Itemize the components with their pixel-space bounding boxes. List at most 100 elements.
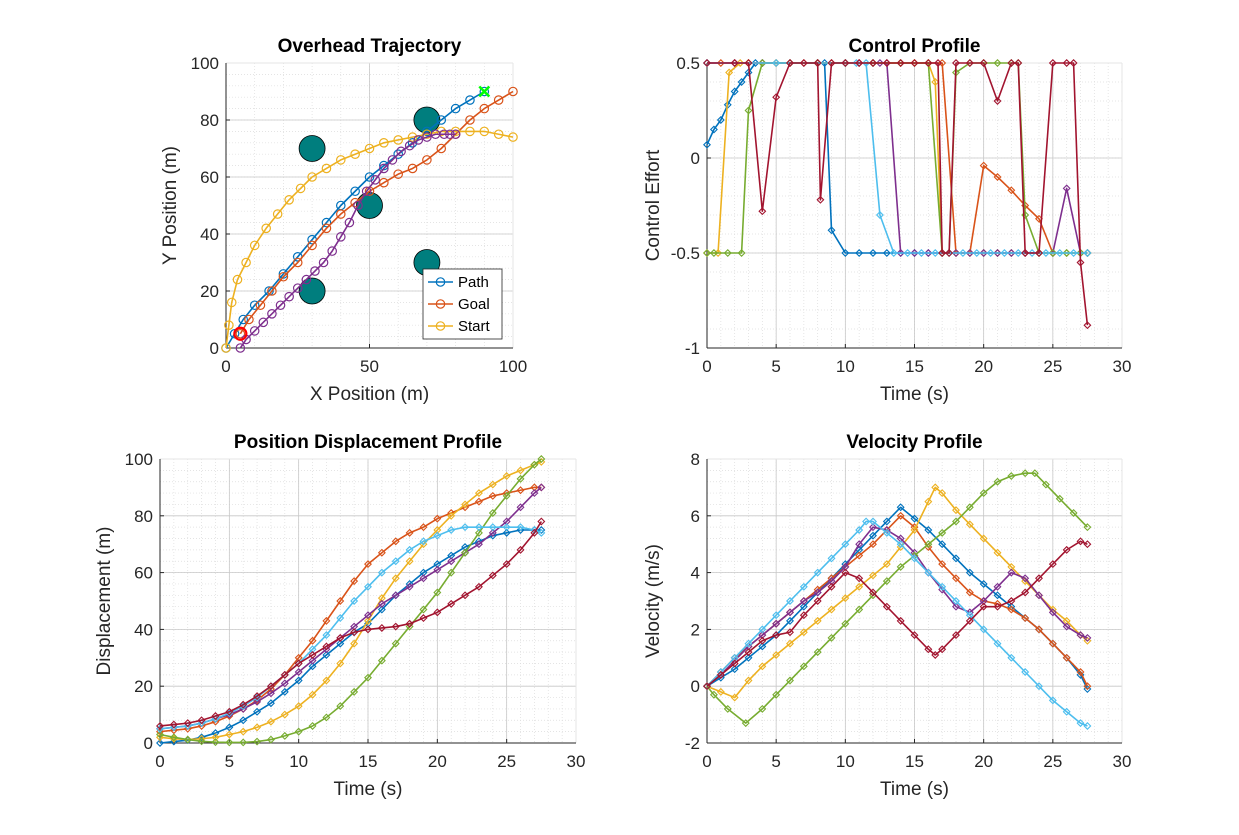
data-point [321, 217, 332, 228]
data-point [965, 568, 974, 577]
data-point [709, 125, 718, 134]
data-point [799, 662, 808, 671]
data-point [221, 343, 231, 353]
data-point [723, 704, 732, 713]
data-point [377, 656, 386, 665]
data-point [253, 723, 262, 732]
data-point [917, 249, 926, 257]
data-point [461, 591, 470, 600]
data-point [744, 653, 753, 662]
x-tick-label: 30 [1113, 357, 1132, 376]
data-point [321, 223, 332, 234]
series-line [159, 458, 542, 744]
data-point [280, 679, 289, 688]
data-point [294, 668, 303, 676]
data-point [239, 700, 248, 709]
data-point [292, 257, 303, 268]
data-point [1007, 249, 1016, 257]
y-tick-label: 0 [144, 734, 153, 753]
data-point [379, 163, 389, 174]
x-tick-label: 10 [289, 752, 308, 771]
data-point [156, 721, 164, 730]
data-point [972, 249, 981, 257]
data-point [1055, 494, 1064, 503]
y-tick-label: -0.5 [671, 244, 700, 263]
data-point [723, 249, 732, 257]
data-point [364, 560, 372, 569]
series-line [159, 521, 543, 727]
data-point [1083, 523, 1092, 532]
data-point [709, 249, 718, 257]
data-point [266, 699, 275, 708]
series-line [159, 461, 542, 741]
data-point [737, 249, 746, 257]
y-tick-label: 0 [210, 339, 219, 358]
data-point [530, 489, 539, 498]
data-point [1035, 591, 1043, 600]
data-point [393, 149, 403, 159]
data-point [758, 704, 767, 713]
data-point [979, 489, 988, 498]
data-point [272, 209, 283, 219]
data-point [716, 687, 725, 696]
data-point [461, 548, 470, 557]
data-point [488, 523, 497, 532]
data-point [979, 602, 988, 611]
data-point [364, 616, 372, 625]
y-tick-label: 20 [200, 282, 219, 301]
data-point [267, 308, 277, 319]
data-point [422, 132, 432, 142]
data-point [744, 639, 753, 648]
data-point [910, 554, 919, 563]
data-point [405, 619, 414, 628]
chart-title: Position Displacement Profile [234, 432, 502, 453]
data-point [280, 670, 289, 679]
data-point [238, 314, 249, 325]
data-point [799, 602, 808, 611]
data-point [183, 735, 192, 744]
data-point [730, 659, 739, 668]
x-tick-label: 15 [905, 752, 924, 771]
legend-label: Start [458, 318, 491, 335]
y-tick-label: 4 [691, 564, 700, 583]
data-point [841, 540, 850, 549]
x-tick-label: 25 [1043, 357, 1062, 376]
data-point [1062, 59, 1071, 67]
data-point [855, 551, 864, 560]
data-point [1007, 605, 1016, 614]
data-point [239, 716, 248, 725]
data-point [772, 650, 781, 659]
x-axis-label: Time (s) [880, 384, 949, 405]
data-point [736, 59, 745, 67]
data-point [882, 602, 891, 611]
data-point [1035, 249, 1043, 257]
data-point [211, 712, 220, 720]
data-point [813, 568, 822, 577]
data-point [924, 645, 933, 654]
data-point [952, 597, 960, 605]
series-line [707, 62, 1089, 326]
data-point [855, 526, 864, 534]
data-point [896, 503, 905, 512]
data-point [1007, 472, 1016, 481]
data-point [436, 115, 447, 125]
data-point [1021, 668, 1030, 676]
data-point [183, 719, 192, 728]
data-point [249, 300, 260, 311]
y-tick-label: 0 [691, 677, 700, 696]
chart-title: Overhead Trajectory [278, 36, 462, 57]
data-point [407, 163, 418, 174]
data-point [447, 526, 456, 534]
data-point [391, 622, 400, 631]
data-point [308, 690, 317, 699]
data-point [952, 249, 960, 257]
data-point [226, 297, 237, 308]
data-point [310, 266, 320, 276]
data-point [405, 528, 414, 537]
x-tick-label: 50 [360, 357, 379, 376]
data-point [841, 594, 850, 603]
data-point [862, 59, 871, 67]
x-tick-label: 30 [567, 752, 586, 771]
data-point [744, 648, 753, 657]
